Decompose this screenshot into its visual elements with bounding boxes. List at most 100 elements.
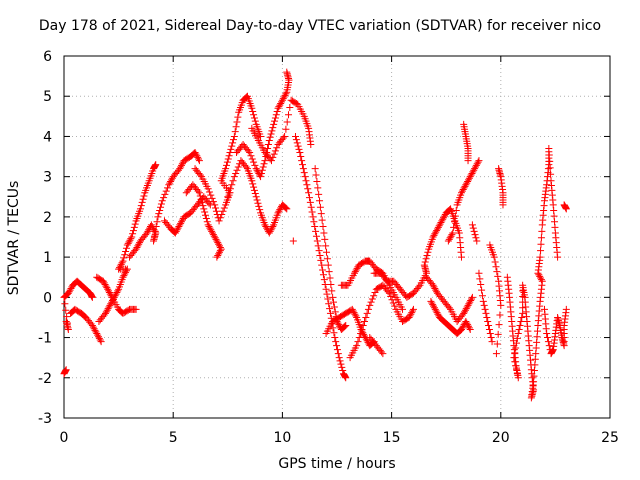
data-point — [320, 276, 328, 284]
y-tick-label: -3 — [38, 411, 52, 427]
data-point — [464, 301, 472, 309]
data-point — [485, 326, 493, 334]
data-point — [474, 158, 482, 166]
data-point — [545, 151, 553, 159]
data-point — [243, 93, 251, 101]
data-point — [351, 310, 359, 318]
data-point — [63, 313, 71, 321]
y-tick-label: 3 — [43, 170, 52, 186]
data-point — [267, 130, 275, 138]
data-point — [152, 161, 160, 169]
data-point — [218, 210, 226, 218]
data-point — [205, 223, 213, 231]
data-point — [537, 240, 545, 248]
data-point — [124, 239, 132, 247]
data-point — [478, 292, 486, 300]
data-point — [497, 301, 505, 309]
data-point — [537, 247, 545, 255]
data-point — [472, 234, 480, 242]
data-point — [285, 111, 293, 119]
data-point — [226, 185, 234, 193]
data-point — [65, 288, 73, 296]
data-point — [264, 140, 272, 148]
data-point — [260, 160, 268, 168]
data-point — [222, 161, 230, 169]
data-point — [248, 155, 256, 163]
data-point — [230, 132, 238, 140]
data-point — [465, 174, 473, 182]
data-point — [177, 219, 185, 227]
data-point — [314, 242, 322, 250]
data-point — [105, 289, 113, 297]
data-point — [112, 290, 120, 298]
data-point — [420, 261, 428, 269]
data-point — [366, 301, 374, 309]
data-point — [513, 370, 521, 378]
data-point — [405, 313, 413, 321]
data-point — [90, 325, 98, 333]
data-point — [100, 279, 108, 287]
data-point — [216, 242, 224, 250]
data-point — [463, 319, 471, 327]
data-point — [207, 191, 215, 199]
data-point — [271, 147, 279, 155]
data-point — [409, 305, 417, 313]
data-markers — [60, 68, 570, 402]
data-point — [431, 284, 439, 292]
data-point — [469, 168, 477, 176]
data-point — [334, 350, 342, 358]
data-point — [232, 123, 240, 131]
data-point — [278, 96, 286, 104]
data-point — [266, 133, 274, 141]
data-point — [277, 99, 285, 107]
data-point — [167, 176, 175, 184]
data-point — [216, 247, 224, 255]
data-point — [91, 326, 99, 334]
data-point — [468, 169, 476, 177]
data-point — [511, 349, 519, 357]
data-point — [371, 289, 379, 297]
data-point — [338, 363, 346, 371]
data-point — [315, 247, 323, 255]
data-point — [176, 221, 184, 229]
data-point — [327, 280, 335, 288]
data-point — [157, 200, 165, 208]
data-point — [257, 169, 265, 177]
data-point — [309, 213, 317, 221]
data-point — [259, 163, 267, 171]
data-point — [471, 165, 479, 173]
data-point — [88, 321, 96, 329]
data-point — [197, 195, 205, 203]
data-point — [333, 342, 341, 350]
data-point — [196, 192, 204, 200]
data-point — [214, 252, 222, 260]
data-point — [329, 324, 337, 332]
data-point — [492, 350, 500, 358]
data-point — [280, 93, 288, 101]
data-point — [158, 197, 166, 205]
data-point — [296, 149, 304, 157]
data-point — [276, 101, 284, 109]
data-point — [216, 214, 224, 222]
data-point — [101, 309, 109, 317]
data-point — [251, 161, 259, 169]
data-point — [472, 161, 480, 169]
data-point — [499, 201, 507, 209]
data-point — [255, 202, 263, 210]
data-point — [224, 155, 232, 163]
data-point — [300, 169, 308, 177]
data-point — [220, 204, 228, 212]
data-point — [150, 237, 158, 245]
data-point — [512, 362, 520, 370]
data-point — [195, 155, 203, 163]
data-point — [250, 183, 258, 191]
data-point — [207, 226, 215, 234]
data-point — [89, 323, 97, 331]
data-point — [271, 114, 279, 122]
data-point — [298, 161, 306, 169]
data-point — [359, 321, 367, 329]
data-point — [225, 152, 233, 160]
data-point — [203, 218, 211, 226]
data-point — [432, 307, 440, 315]
data-point — [554, 253, 562, 261]
